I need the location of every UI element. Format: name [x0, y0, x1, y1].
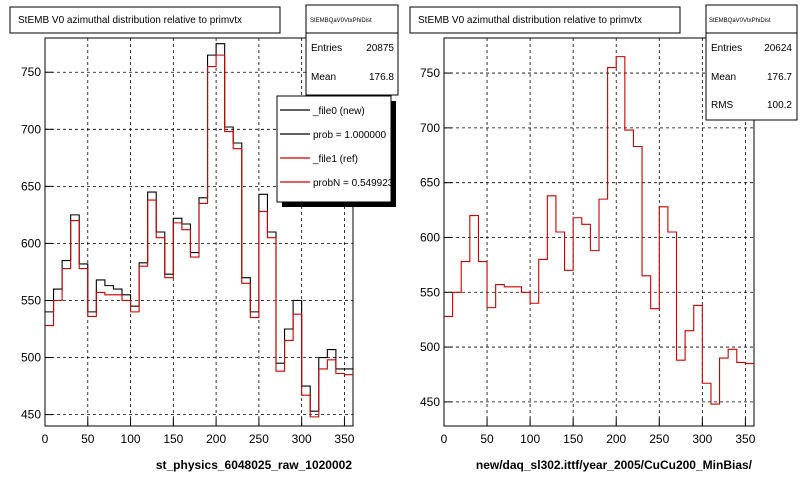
right-x-tick-label: 150	[563, 432, 583, 446]
left-frame	[44, 37, 354, 427]
right-x-axis-label: new/daq_sl302.ittf/year_2005/CuCu200_Min…	[476, 458, 753, 472]
right-title-box	[409, 6, 681, 34]
right-x-tick-label: 0	[441, 432, 448, 446]
right-frame	[443, 37, 755, 427]
right-y-tick-label: 750	[420, 66, 440, 80]
left-y-tick-label: 500	[21, 351, 41, 365]
right-y-tick-label: 600	[420, 230, 440, 244]
left-stats-box: StEMBQaV0VtxPhiDist Entries 20875 Mean 1…	[305, 4, 399, 96]
right-x-tick-label: 200	[606, 432, 626, 446]
left-stats-entries-label: Entries	[311, 43, 342, 54]
right-chart-title: StEMB V0 azimuthal distribution relative…	[418, 15, 642, 26]
left-stats-mean: 176.8	[369, 72, 394, 83]
left-x-tick-label: 100	[121, 432, 141, 446]
left-x-tick-label: 50	[81, 432, 95, 446]
left-y-tick-label: 450	[21, 408, 41, 422]
right-x-tick-label: 100	[520, 432, 540, 446]
left-x-tick-label: 200	[206, 432, 226, 446]
left-stats-title: StEMBQaV0VtxPhiDist	[310, 18, 372, 24]
right-panel: 0 50 100 150 200 250 300 350 450 500 550 600 650 700 7…	[409, 4, 798, 472]
legend: _file0 (new) prob = 1.000000 _file1 (ref…	[276, 95, 396, 207]
left-title-box	[9, 6, 281, 34]
right-x-tick-label: 300	[692, 432, 712, 446]
legend-entry-new: _file0 (new)	[312, 106, 365, 117]
left-chart-title: StEMB V0 azimuthal distribution relative…	[18, 15, 242, 26]
legend-entry-prob: prob = 1.000000	[313, 130, 387, 141]
left-x-tick-label: 150	[163, 432, 183, 446]
left-x-tick-label: 300	[292, 432, 312, 446]
right-stats-title: StEMBQaV0VtxPhiDist	[709, 18, 771, 24]
right-y-tick-label: 700	[420, 121, 440, 135]
right-stats-box: StEMBQaV0VtxPhiDist Entries 20624 Mean 1…	[705, 4, 798, 121]
left-series	[45, 43, 353, 418]
left-stats-entries: 20875	[366, 43, 394, 54]
right-y-tick-label: 550	[420, 285, 440, 299]
left-x-tick-label: 0	[42, 432, 49, 446]
left-y-tick-label: 700	[21, 122, 41, 136]
right-stats-mean: 176.7	[767, 72, 792, 83]
left-tick-labels: 0 50 100 150 200 250 300 350 450 500 550 600 650 700 7…	[21, 65, 355, 446]
right-x-tick-label: 250	[649, 432, 669, 446]
right-histogram-series-0	[444, 56, 754, 405]
legend-entry-ref: _file1 (ref)	[312, 154, 358, 165]
left-y-tick-label: 600	[21, 236, 41, 250]
legend-entry-probn: probN = 0.549923	[313, 178, 394, 189]
right-y-tick-label: 650	[420, 176, 440, 190]
right-stats-rms: 100.2	[767, 100, 792, 111]
right-x-tick-label: 50	[480, 432, 494, 446]
right-stats-entries: 20624	[764, 43, 792, 54]
left-panel: 0 50 100 150 200 250 300 350 450 500 550 600 650 700 7…	[9, 4, 399, 472]
left-histogram-series-1	[45, 54, 353, 418]
right-y-tick-label: 500	[420, 340, 440, 354]
right-y-tick-label: 450	[420, 395, 440, 409]
left-stats-mean-label: Mean	[311, 72, 336, 83]
right-x-tick-label: 350	[735, 432, 755, 446]
right-stats-rms-label: RMS	[711, 100, 734, 111]
left-x-axis-label: st_physics_6048025_raw_1020002	[156, 458, 352, 472]
left-y-tick-label: 550	[21, 293, 41, 307]
right-stats-mean-label: Mean	[711, 72, 736, 83]
right-tick-labels: 0 50 100 150 200 250 300 350 450 500 550 600 650 700 7…	[420, 66, 756, 446]
left-x-tick-label: 250	[249, 432, 269, 446]
right-series	[444, 56, 754, 405]
left-y-tick-label: 650	[21, 179, 41, 193]
right-stats-entries-label: Entries	[711, 43, 742, 54]
left-y-tick-label: 750	[21, 65, 41, 79]
left-x-tick-label: 350	[334, 432, 354, 446]
